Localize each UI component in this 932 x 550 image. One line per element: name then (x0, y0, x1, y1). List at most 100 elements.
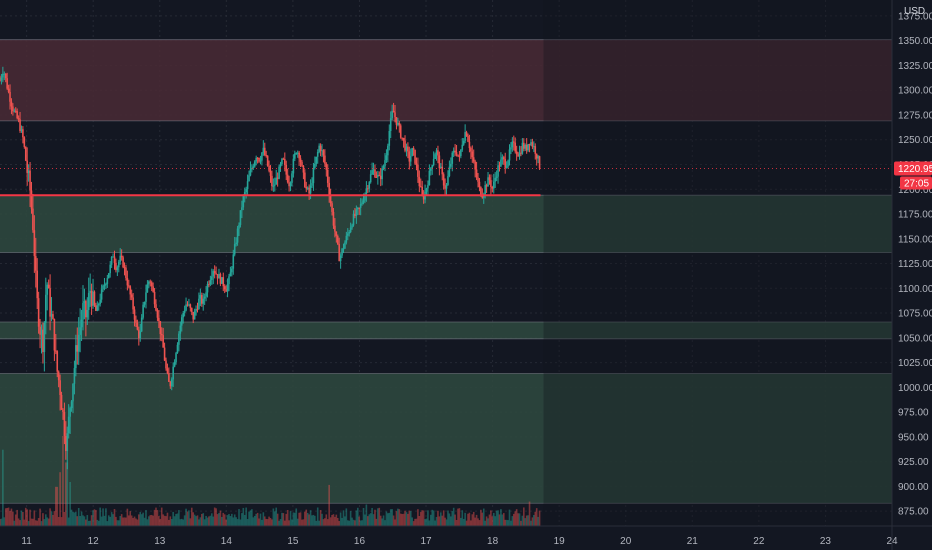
candle-body (232, 254, 235, 269)
volume-bar (275, 507, 278, 526)
volume-bar (208, 516, 210, 526)
volume-bar (2, 449, 4, 526)
candle-body (487, 177, 489, 187)
price-tick-label: 1125.00 (898, 259, 932, 270)
price-axis[interactable]: 875.00 900.00 925.00 950.00 975.00 1000.00 102… (898, 11, 932, 517)
candle-body (299, 158, 302, 162)
volume-bar (236, 519, 239, 526)
candle-body (226, 284, 229, 292)
candle-body (276, 177, 279, 179)
candle-body (352, 213, 355, 226)
candle-body (4, 73, 7, 79)
candle-body (259, 160, 262, 162)
candle-body (507, 160, 509, 167)
candle-body (152, 286, 154, 292)
volume-bar (205, 515, 207, 526)
candle-body (252, 166, 255, 168)
candle-body (67, 416, 70, 434)
volume-bar (258, 518, 260, 526)
candle-body (488, 177, 491, 181)
price-tick-label: 900.00 (898, 482, 929, 493)
volume-bar (116, 520, 119, 526)
price-tick-label: 1375.00 (898, 11, 932, 22)
support-zone-1 (0, 195, 892, 253)
volume-bar (470, 520, 472, 526)
candle-body (402, 137, 405, 141)
volume-bar (404, 510, 406, 526)
time-tick-label: 12 (88, 536, 100, 547)
volume-bar (421, 510, 424, 526)
volume-bar (331, 514, 333, 526)
candle-body (0, 80, 1, 82)
volume-bar (46, 517, 49, 526)
candle-body (518, 152, 521, 157)
volume-bar (328, 484, 330, 526)
volume-bar (6, 508, 8, 526)
volume-bar (285, 513, 288, 526)
volume-bar (329, 517, 332, 526)
candle-body (263, 147, 266, 156)
candle-body (319, 145, 322, 152)
volume-bar (239, 519, 242, 526)
volume-bar (158, 516, 160, 526)
candle-body (427, 185, 429, 189)
volume-bar (106, 521, 109, 526)
volume-bar (492, 512, 495, 526)
volume-bar (189, 518, 192, 526)
candle-body (372, 169, 375, 171)
candle-body (49, 288, 51, 317)
candle-body (428, 170, 431, 186)
candle-body (190, 307, 193, 312)
candle-body (464, 132, 466, 141)
volume-bar (179, 519, 182, 526)
volume-bar (291, 519, 293, 526)
volume-bar (165, 516, 167, 526)
volume-bar (326, 519, 329, 526)
volume-bars (0, 436, 541, 526)
volume-bar (428, 520, 431, 526)
candle-body (57, 371, 60, 381)
candle-body (60, 394, 63, 410)
volume-bar (143, 517, 146, 526)
candle-body (484, 185, 486, 195)
candle-body (188, 304, 190, 306)
volume-bar (122, 517, 124, 526)
price-tick-label: 1100.00 (898, 284, 932, 295)
candle-body (50, 314, 53, 317)
candle-body (199, 295, 202, 299)
candle-body (116, 267, 119, 271)
volume-bar (79, 515, 81, 526)
volume-bar (168, 519, 170, 526)
candle-body (140, 317, 143, 332)
volume-bar (37, 518, 40, 526)
volume-bar (198, 519, 200, 526)
time-tick-label: 18 (487, 536, 499, 547)
candle-body (262, 147, 265, 153)
candle-body (115, 262, 117, 271)
volume-bar (225, 519, 227, 526)
volume-bar (166, 512, 169, 526)
resistance-zone (0, 39, 892, 121)
candle-body (500, 159, 502, 167)
candle-body (228, 276, 230, 285)
time-tick-label: 16 (354, 536, 366, 547)
volume-bar (192, 512, 195, 526)
candle-body (99, 299, 101, 305)
candle-body (475, 169, 478, 178)
candle-body (442, 174, 445, 186)
volume-bar (371, 507, 373, 526)
volume-bar (292, 512, 295, 526)
volume-bar (345, 508, 348, 526)
candle-body (394, 112, 396, 118)
candle-body (338, 244, 340, 262)
volume-bar (169, 516, 172, 526)
candle-body (183, 310, 186, 313)
candle-body (16, 111, 18, 119)
volume-bar (336, 517, 339, 526)
volume-bar (213, 507, 216, 526)
candle-body (437, 150, 439, 156)
volume-bar (450, 516, 452, 526)
volume-bar (445, 519, 448, 526)
